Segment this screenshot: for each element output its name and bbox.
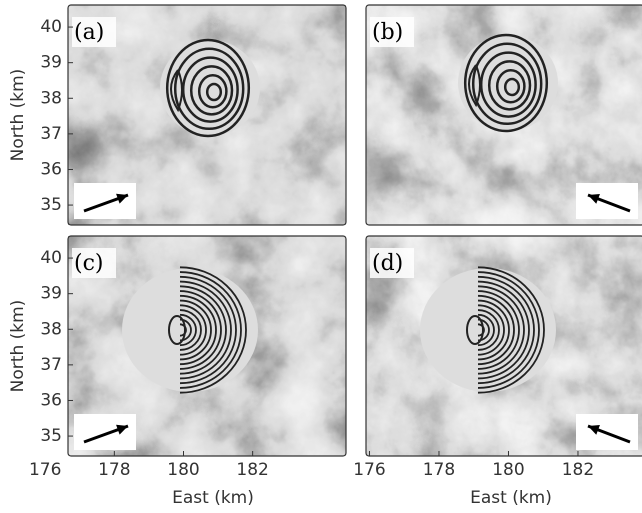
look-box (74, 414, 136, 450)
fringe (179, 299, 212, 361)
panel-label-bg (370, 248, 414, 278)
fringe-halo (122, 268, 258, 392)
fringe (179, 275, 237, 385)
frame (67, 235, 347, 457)
arrow-head (588, 424, 600, 435)
panel-label: (b) (372, 20, 403, 45)
y-tick-label: 39 (40, 284, 62, 304)
arrow-head (588, 193, 600, 204)
y-tick-label: 35 (40, 195, 62, 215)
y-tick-label: 36 (40, 390, 62, 410)
y-tick-label: 36 (40, 159, 62, 179)
fringe (179, 290, 222, 370)
fringe (477, 299, 510, 361)
y-tick-label: 40 (40, 248, 62, 268)
fringe (197, 73, 228, 109)
fringe-core (168, 315, 186, 345)
panel-label-bg (72, 17, 116, 47)
x-tick-label: 182 (562, 460, 594, 480)
fringe (477, 294, 515, 366)
y-axis-label: North (km) (8, 300, 28, 393)
fringe (181, 56, 239, 123)
y-tick-label: 39 (40, 53, 62, 73)
fringe (173, 47, 245, 131)
y-tick-label: 40 (40, 17, 62, 37)
fringe (477, 280, 530, 380)
fringe (179, 294, 217, 366)
panel-label-bg (72, 248, 116, 278)
fringe (495, 68, 526, 104)
fringe (179, 285, 227, 375)
fringe (479, 51, 537, 118)
arrow-head (116, 424, 128, 435)
x-tick-label: 180 (492, 460, 524, 480)
arrow-head (116, 193, 128, 204)
y-axis-label: North (km) (8, 69, 28, 162)
fringe-lobe (468, 64, 481, 108)
fringe (189, 65, 234, 116)
fringe-core (466, 315, 484, 345)
fringe (179, 309, 202, 351)
y-tick-label: 38 (40, 88, 62, 108)
x-tick-label: 176 (29, 460, 61, 480)
x-tick-label: 178 (98, 460, 130, 480)
fringe (179, 271, 242, 389)
fringe (487, 60, 532, 111)
panel-label-bg (370, 17, 414, 47)
panel-label: (d) (372, 251, 403, 276)
x-axis-label: East (km) (172, 488, 254, 508)
fringe (477, 304, 505, 356)
fringe (477, 266, 545, 394)
frame (365, 235, 642, 457)
fringe (165, 38, 251, 138)
fringe (477, 290, 520, 370)
fringe (463, 33, 549, 133)
fringe (179, 304, 207, 356)
fringe (205, 82, 223, 102)
fringe (477, 309, 500, 351)
fringe (179, 313, 197, 347)
fringe-lobe (170, 69, 183, 113)
y-tick-label: 37 (40, 355, 62, 375)
panel-label: (c) (74, 251, 104, 276)
frame (67, 4, 347, 226)
frame (365, 4, 642, 226)
y-tick-label: 35 (40, 426, 62, 446)
fringe-halo (420, 268, 556, 392)
x-tick-label: 182 (236, 460, 268, 480)
fringe (179, 266, 247, 394)
fringe (477, 285, 525, 375)
y-tick-label: 37 (40, 124, 62, 144)
fringe (179, 280, 232, 380)
fringe (477, 271, 540, 389)
x-tick-label: 176 (353, 460, 385, 480)
fringe (477, 275, 535, 385)
x-axis-label: East (km) (470, 488, 552, 508)
panel-label: (a) (74, 20, 104, 45)
y-tick-label: 38 (40, 319, 62, 339)
x-tick-label: 178 (423, 460, 455, 480)
fringe (503, 77, 521, 97)
look-box (74, 183, 136, 219)
fringe (477, 313, 495, 347)
fringe (471, 42, 543, 126)
x-tick-label: 180 (167, 460, 199, 480)
